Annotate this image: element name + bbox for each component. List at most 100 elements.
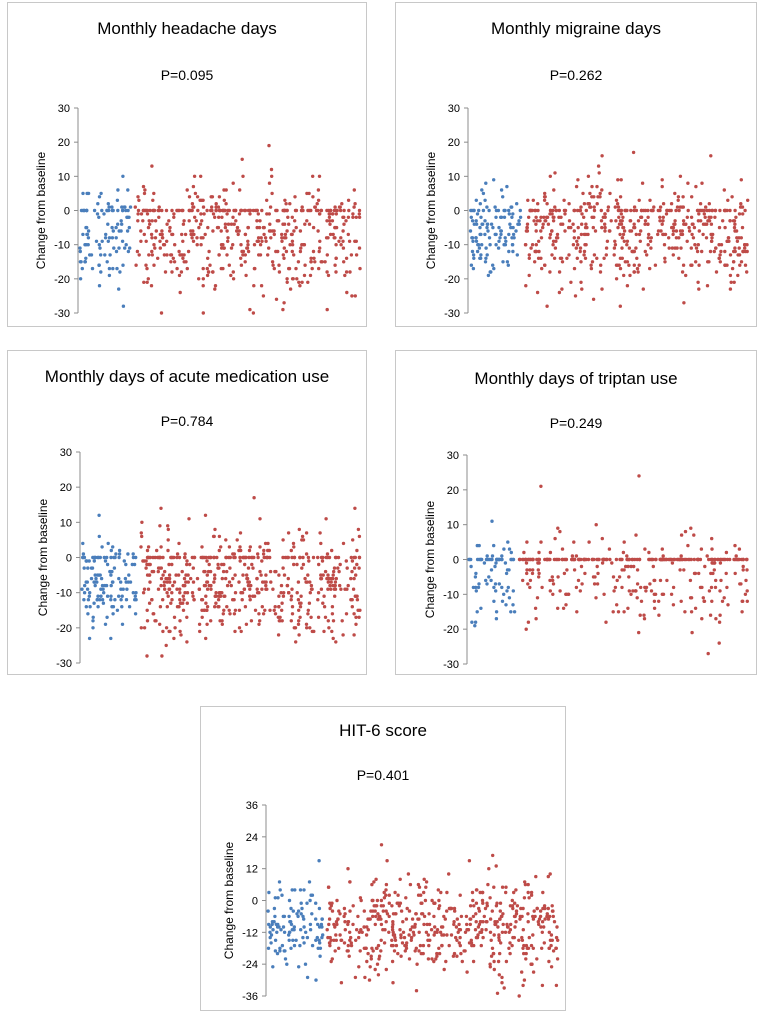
data-point [487,208,491,213]
data-point [243,208,248,213]
data-point [469,938,473,942]
data-point [579,232,584,237]
data-point [596,557,600,562]
data-point [147,219,151,223]
data-point [246,243,250,247]
data-point [632,270,637,274]
data-point [592,582,597,586]
data-point [357,555,362,560]
data-point [529,893,534,897]
data-point [295,912,299,916]
data-point [643,222,647,226]
data-point [225,583,230,588]
data-point [632,205,637,209]
data-point [106,222,110,226]
data-point [140,520,144,524]
data-point [333,580,338,584]
y-tick-label: -30 [54,308,70,320]
data-point [539,236,544,240]
y-tick-label: -20 [444,274,460,286]
data-point [580,287,584,291]
data-point [695,208,700,213]
data-point [530,571,535,576]
chart-title: Monthly days of triptan use [474,369,678,388]
y-tick-label: -20 [56,623,72,635]
data-point [486,273,491,278]
data-point [548,232,553,237]
data-point [474,571,478,576]
data-point [282,236,286,240]
data-point [658,208,662,213]
data-point [84,605,89,609]
data-point [280,943,285,948]
data-point [680,232,685,237]
data-point [139,626,143,630]
data-point [743,246,747,250]
data-point [489,270,493,274]
data-point [377,957,381,961]
data-point [556,606,560,610]
data-point [426,933,430,937]
data-point [281,538,285,542]
data-point [463,930,468,934]
data-point [145,280,149,284]
data-point [306,612,310,616]
data-point [172,580,177,584]
data-point [139,212,144,216]
data-point [709,571,713,576]
data-point [524,561,529,565]
data-point [499,941,503,945]
data-point [500,885,505,889]
data-point [686,181,690,185]
data-point [246,566,251,570]
data-point [331,232,335,237]
data-point [177,541,181,546]
data-point [423,898,428,903]
data-point [536,256,541,260]
data-point [599,263,603,267]
data-point [286,576,290,581]
data-point [201,205,206,209]
data-point [376,917,380,921]
data-point [557,290,562,295]
data-point [489,578,493,583]
data-point [248,587,252,591]
data-point [561,222,565,226]
data-point [335,922,339,927]
data-point [305,191,309,196]
data-point [189,576,193,581]
data-point [474,236,478,240]
data-point [317,925,322,929]
data-point [484,578,488,583]
data-point [457,941,461,945]
data-point [537,557,541,562]
data-point [709,557,713,562]
data-point [231,243,235,247]
data-point [302,941,306,945]
data-point [183,555,187,560]
data-point [287,914,291,919]
data-point [165,580,169,584]
data-point [507,212,511,216]
data-point [97,195,102,199]
data-point [224,576,228,581]
data-points [78,143,362,315]
data-point [216,205,221,209]
data-point [506,585,510,590]
data-point [298,605,303,609]
data-point [515,904,520,908]
data-point [515,253,519,257]
data-point [540,266,544,271]
data-point [498,901,503,905]
data-point [310,629,314,634]
data-point [500,975,504,980]
data-point [633,589,638,593]
data-point [709,232,713,237]
data-point [253,266,257,271]
data-point [384,920,388,924]
data-point [280,239,284,243]
data-point [337,239,341,243]
data-point [229,246,234,250]
data-point [713,208,718,213]
